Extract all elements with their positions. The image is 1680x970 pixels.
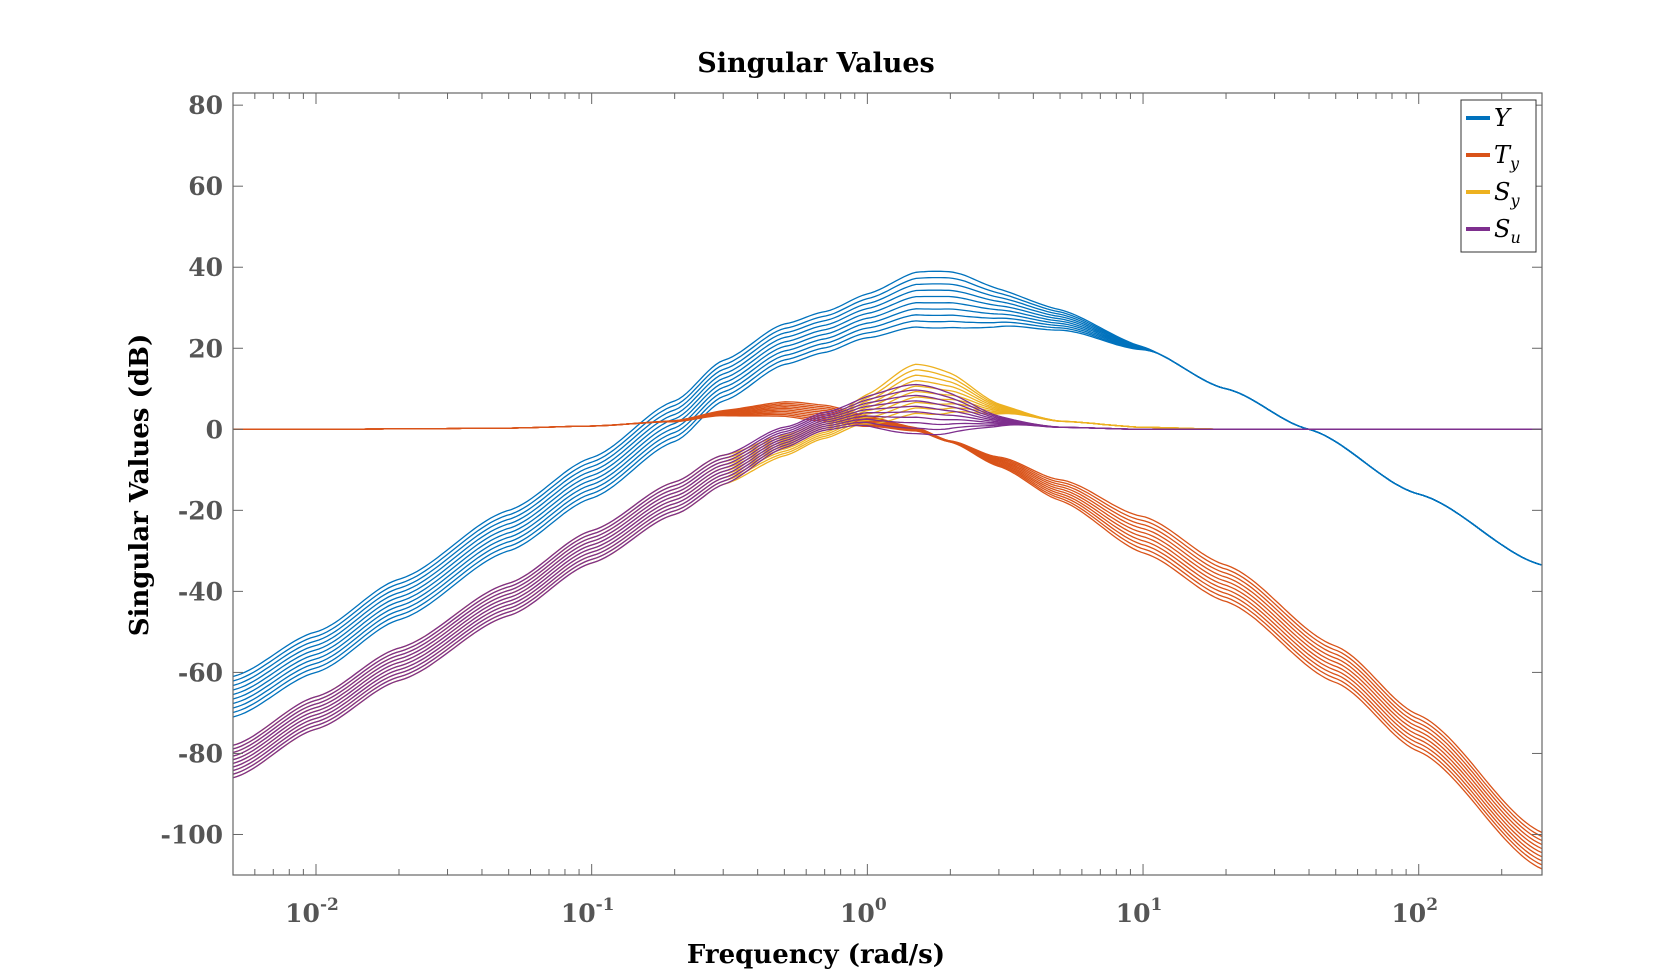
series-t-y-trace (233, 401, 1542, 834)
series-y-trace (233, 314, 1542, 709)
y-tick-label: 80 (188, 91, 223, 120)
plot-frame (232, 92, 1543, 876)
x-tick-label: 10-2 (285, 895, 339, 928)
series-s-y-trace (233, 385, 1226, 761)
series-s-y-trace (233, 380, 1226, 757)
series-t-y-trace (233, 409, 1542, 854)
series-s-u-trace (233, 421, 1542, 775)
series-s-u-trace (233, 415, 1542, 768)
series-y-trace (233, 289, 1542, 691)
series-s-u-trace (233, 405, 1542, 761)
y-tick-label: 0 (206, 415, 223, 444)
y-tick-label: -20 (178, 496, 223, 525)
y-tick-label: 20 (188, 334, 223, 363)
x-tick-label: 10-1 (561, 895, 615, 928)
series-t-y-trace (233, 406, 1542, 846)
series-t-y-trace (233, 402, 1542, 838)
y-tick-label: -60 (178, 658, 223, 687)
y-tick-label: -80 (178, 739, 223, 768)
series-s-u-trace (233, 424, 1542, 779)
axes: 80 60 40 20 0 -20 -40 -60 -80 -100 10-2 10-1 100 101 1… (160, 91, 1543, 928)
series-y-trace (233, 276, 1542, 682)
series-s-y-trace (233, 390, 1226, 765)
series-y-trace (233, 302, 1542, 700)
x-axis-label: Frequency (rad/s) (687, 940, 945, 970)
x-tick-label: 102 (1391, 895, 1438, 928)
series-y-trace (233, 320, 1542, 714)
series-s-u-trace (233, 389, 1542, 750)
plot-curves (233, 270, 1542, 870)
series-y-trace (233, 295, 1542, 696)
series-s-y-trace (233, 369, 1226, 750)
x-tick-label: 100 (840, 895, 887, 928)
x-tick-label: 101 (1116, 895, 1163, 928)
series-s-y-trace (233, 374, 1226, 754)
series-s-u-trace (233, 400, 1542, 757)
series-t-y-trace (233, 404, 1542, 842)
series-y-trace (233, 283, 1542, 687)
series-s-y-trace (233, 396, 1226, 768)
series-y-trace (233, 270, 1542, 678)
y-tick-label: -40 (178, 577, 223, 606)
y-tick-label: -100 (160, 820, 223, 849)
chart-title: Singular Values (697, 48, 935, 79)
legend-label: Y (1494, 104, 1512, 132)
y-tick-label: 40 (188, 253, 223, 282)
series-t-y-trace (233, 415, 1542, 870)
series-t-y-trace (233, 410, 1542, 858)
y-axis-label: Singular Values (dB) (125, 334, 155, 637)
series-s-u-trace (233, 411, 1542, 765)
y-tick-label: 60 (188, 172, 223, 201)
series-s-u-trace (233, 383, 1542, 746)
series-t-y-trace (233, 407, 1542, 850)
legend-box (1460, 99, 1537, 253)
